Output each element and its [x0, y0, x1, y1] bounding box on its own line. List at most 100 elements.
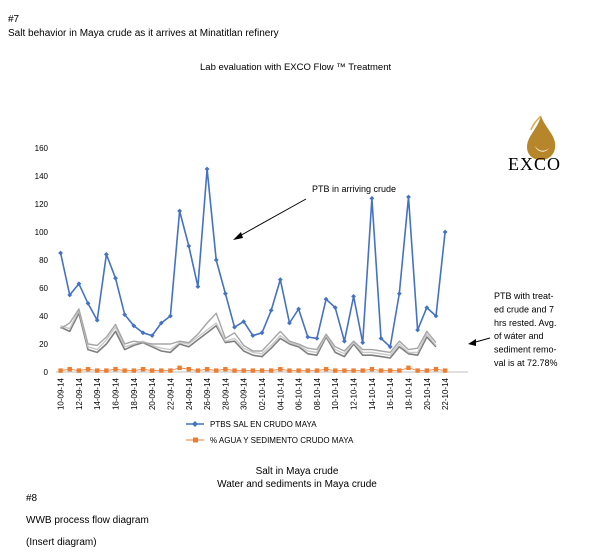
y-tick-label: 160	[35, 144, 49, 153]
y-tick-label: 40	[39, 312, 48, 321]
agua-point	[369, 367, 375, 372]
ptbs-point	[415, 327, 421, 333]
exco-drop-icon	[527, 115, 556, 160]
ptbs-point	[406, 194, 411, 200]
ptbs-point	[186, 243, 192, 249]
x-tick-label: 04-10-14	[276, 377, 285, 410]
ptbs-point	[296, 306, 302, 312]
x-tick-label: 18-10-14	[404, 377, 413, 410]
x-tick-label: 10-10-14	[331, 377, 340, 410]
ptbs-point	[268, 308, 274, 313]
agua-point	[323, 367, 329, 372]
x-tick-label: 12-09-14	[75, 377, 84, 410]
ptbs-point	[122, 312, 128, 317]
caption-water-sediments: Water and sediments in Maya crude	[217, 479, 377, 490]
ptbs-point	[195, 284, 201, 289]
chart-legend: PTBS SAL EN CRUDO MAYA % AGUA Y SEDIMENTO…	[186, 420, 354, 445]
x-tick-label: 20-09-14	[148, 377, 157, 410]
y-tick-label: 120	[35, 200, 49, 209]
ptbs-point	[305, 334, 311, 340]
agua-point	[159, 368, 164, 373]
ptbs-point	[277, 277, 283, 282]
agua-point	[314, 368, 320, 373]
ptbs-point	[259, 330, 265, 336]
x-tick-label: 28-09-14	[221, 377, 230, 410]
agua-point	[406, 365, 411, 370]
ptbs-point	[76, 281, 82, 287]
ptbs-point	[332, 305, 338, 310]
annotation-treated-line: sediment remo-	[494, 345, 557, 355]
agua-point	[67, 367, 72, 372]
agua-point	[397, 368, 402, 373]
agua-point	[360, 368, 365, 373]
ptbs-point	[131, 323, 137, 329]
legend-square-icon	[193, 437, 198, 443]
agua-point	[95, 368, 100, 373]
ptbs-point	[94, 317, 100, 323]
x-tick-label: 16-10-14	[386, 377, 395, 410]
ptbs-point	[103, 252, 109, 257]
x-tick-label: 06-10-14	[295, 377, 304, 410]
ptbs-point	[433, 313, 439, 319]
agua-point	[204, 367, 210, 372]
section-7-number: #7	[8, 14, 20, 25]
annotation-treated-line: ed crude and 7	[494, 304, 554, 314]
x-tick-label: 02-10-14	[258, 377, 267, 410]
agua-point	[278, 367, 283, 372]
series-line-4	[60, 308, 437, 354]
series-line-2	[60, 312, 437, 359]
ptbs-point	[250, 333, 256, 338]
exco-logo-text: EXCO	[508, 154, 561, 174]
agua-point	[241, 368, 246, 373]
agua-point	[140, 367, 146, 372]
ptbs-point	[140, 330, 146, 336]
ptbs-point	[204, 166, 210, 172]
ptbs-point	[58, 250, 63, 256]
x-tick-label: 12-10-14	[350, 377, 359, 410]
ptbs-point	[323, 296, 329, 302]
ptbs-point	[287, 320, 292, 326]
agua-point	[287, 368, 292, 373]
ptbs-point	[67, 292, 73, 298]
agua-point	[342, 368, 347, 373]
y-tick-label: 140	[35, 172, 49, 181]
series-line-3	[60, 309, 437, 356]
agua-point	[268, 368, 274, 373]
x-axis: 10-09-14 12-09-14 14-09-14 16-09-14 18-09-14…	[56, 371, 468, 410]
x-tick-label: 14-09-14	[93, 377, 102, 410]
x-tick-label: 26-09-14	[203, 377, 212, 410]
ptbs-point	[396, 291, 402, 296]
agua-point	[424, 368, 429, 373]
agua-point	[223, 367, 228, 372]
x-tick-label: 20-10-14	[423, 377, 432, 410]
agua-point	[378, 368, 384, 373]
agua-point	[415, 368, 420, 373]
x-tick-label: 22-10-14	[441, 377, 450, 410]
agua-point	[177, 365, 182, 370]
arrow-head-icon	[468, 339, 476, 346]
annotation-treated-line: hrs rested. Avg.	[494, 318, 556, 328]
section-8-number: #8	[26, 493, 38, 504]
ptbs-point	[149, 333, 155, 338]
x-tick-label: 14-10-14	[368, 377, 377, 410]
ptbs-point	[351, 294, 356, 299]
ptbs-point	[342, 338, 347, 344]
annotation-treated-line: val is at 72.78%	[494, 358, 558, 368]
y-tick-label: 20	[39, 340, 48, 349]
agua-point	[58, 368, 63, 373]
ptbs-point	[378, 336, 384, 341]
agua-point	[168, 368, 173, 373]
ptbs-point	[168, 313, 173, 319]
annotation-treated-line: of wáter and	[494, 331, 544, 341]
y-tick-label: 0	[44, 368, 49, 377]
ptbs-point	[241, 319, 247, 324]
agua-point	[333, 368, 338, 373]
series-line-0	[59, 168, 446, 348]
legend-label-agua: % AGUA Y SEDIMENTO CRUDO MAYA	[210, 436, 354, 445]
x-tick-label: 16-09-14	[112, 377, 121, 410]
ptbs-point	[213, 257, 219, 263]
agua-point	[122, 368, 127, 373]
agua-point	[351, 368, 356, 373]
agua-point	[259, 368, 265, 373]
agua-point	[195, 368, 201, 373]
